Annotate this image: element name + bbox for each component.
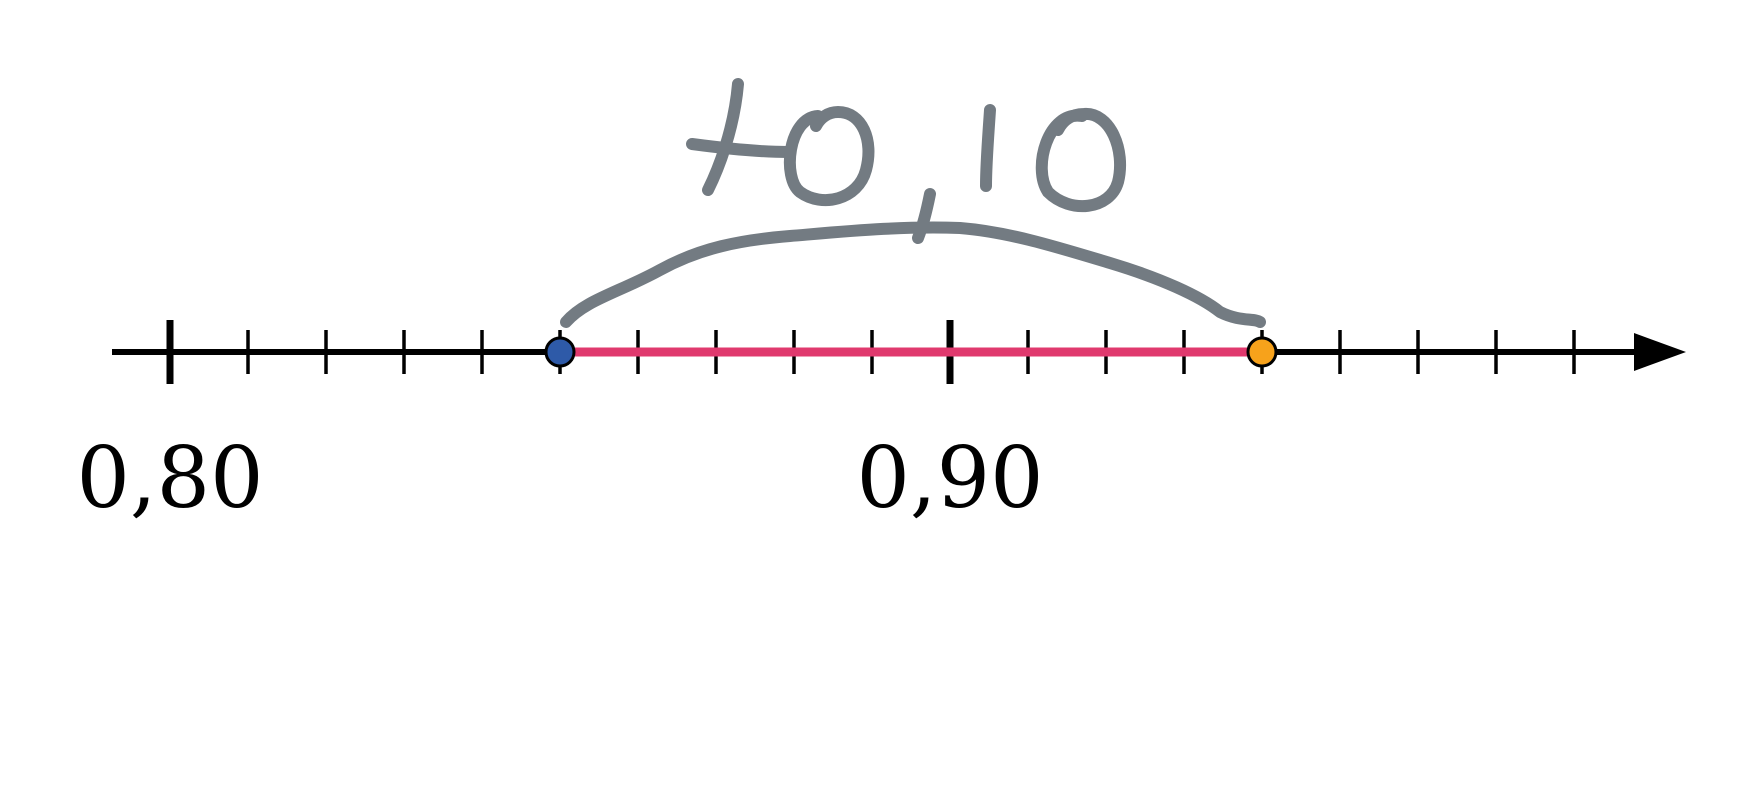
segment-end-point [1246, 336, 1278, 368]
tick-label-middle: 0,90 [856, 429, 1043, 527]
annotation-brace [560, 221, 1266, 328]
annotation-comma [912, 188, 936, 244]
handwritten-annotation [560, 78, 1266, 328]
segment-start-point [544, 336, 576, 368]
annotation-digit-0 [1035, 108, 1127, 213]
annotation-digit-0 [783, 106, 875, 206]
annotation-plus-sign [686, 138, 794, 158]
annotation-digit-1 [980, 104, 996, 192]
axis-arrow-icon [1634, 333, 1686, 371]
tick-label-start: 0,80 [76, 429, 263, 527]
annotation-plus-sign [702, 78, 744, 196]
